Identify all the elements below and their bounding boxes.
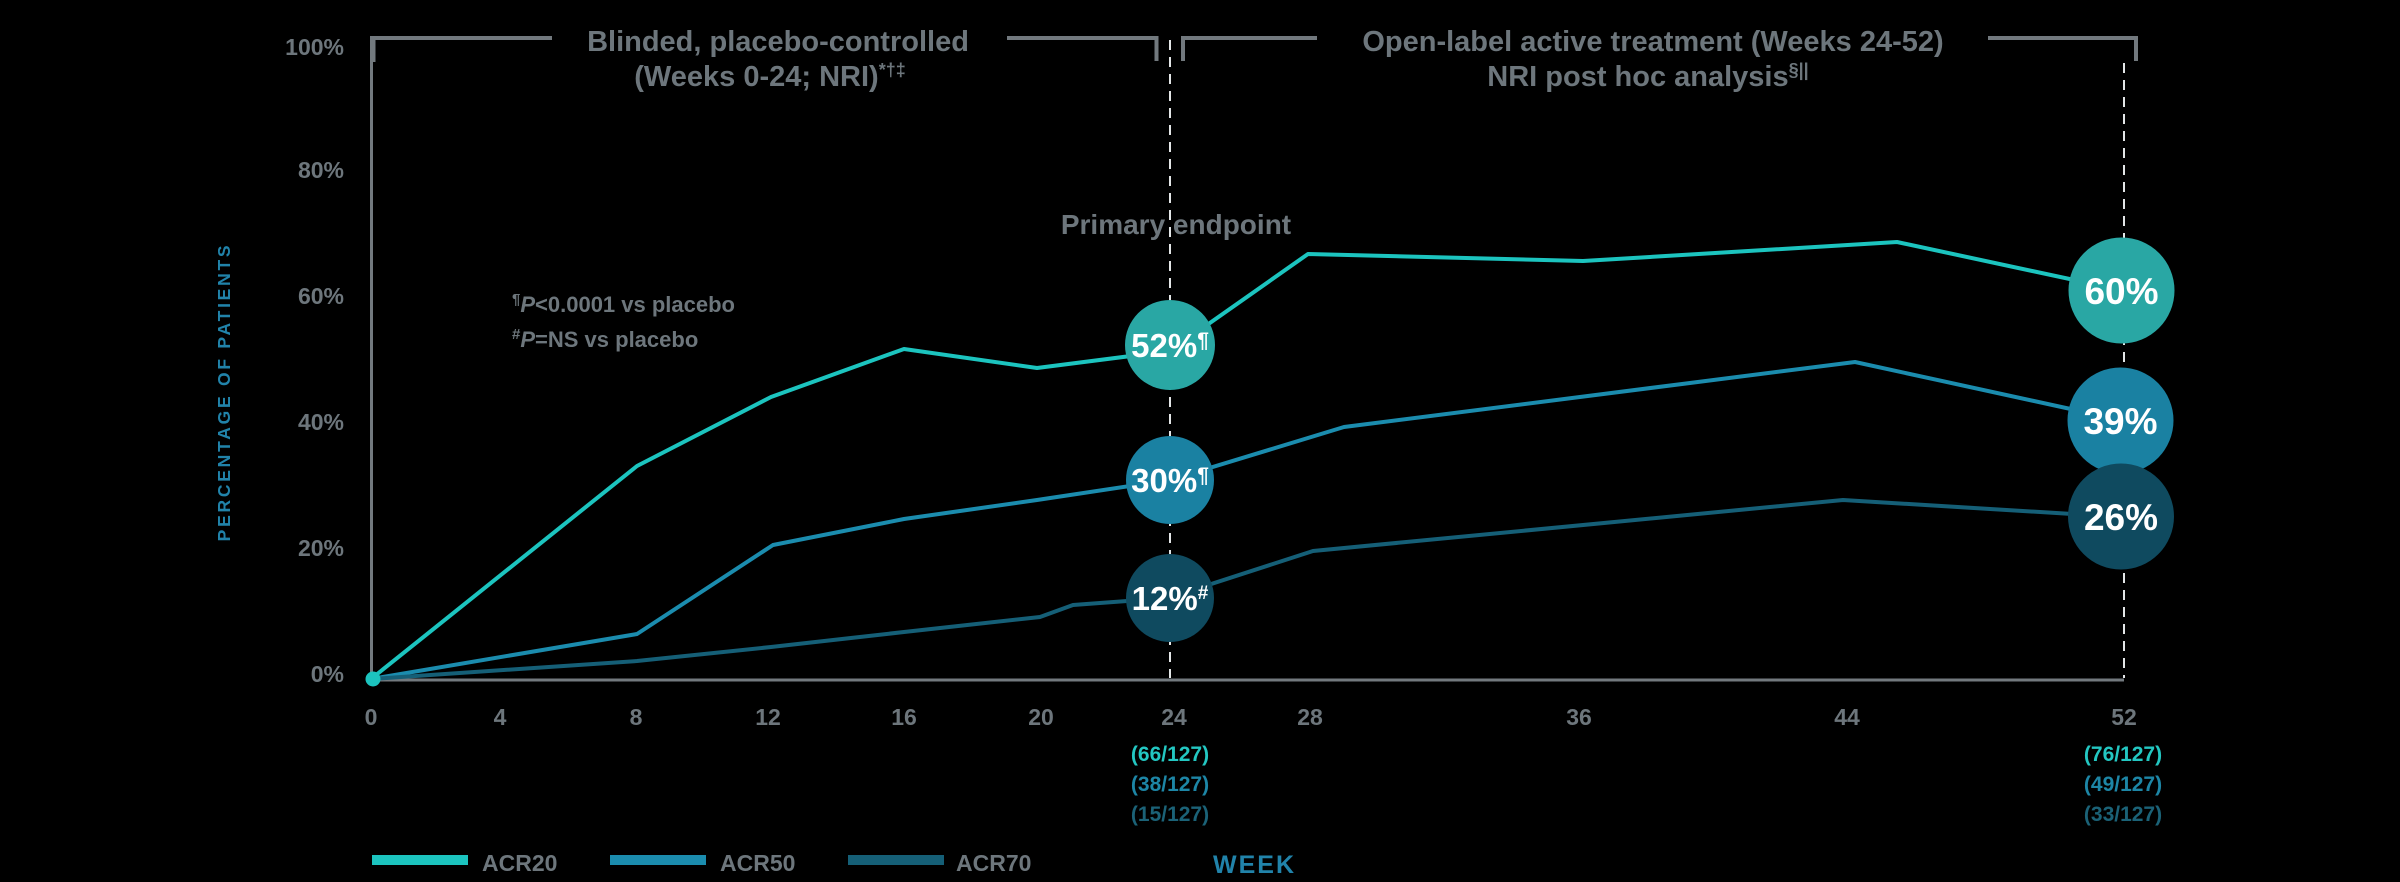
svg-text:20: 20 <box>1028 704 1054 730</box>
svg-text:(33/127): (33/127) <box>2084 803 2162 826</box>
svg-text:(38/127): (38/127) <box>1131 773 1209 796</box>
svg-text:52%¶: 52%¶ <box>1131 327 1209 364</box>
svg-text:100%: 100% <box>285 34 344 60</box>
svg-text:52: 52 <box>2111 704 2137 730</box>
svg-text:#P=NS vs placebo: #P=NS vs placebo <box>512 326 698 352</box>
svg-text:ACR70: ACR70 <box>956 850 1031 876</box>
svg-text:Primary endpoint: Primary endpoint <box>1061 209 1291 240</box>
svg-text:26%: 26% <box>2084 497 2158 538</box>
svg-text:¶P<0.0001 vs placebo: ¶P<0.0001 vs placebo <box>512 291 735 317</box>
svg-text:WEEK: WEEK <box>1213 851 1296 879</box>
svg-text:28: 28 <box>1297 704 1323 730</box>
svg-text:PERCENTAGE OF PATIENTS: PERCENTAGE OF PATIENTS <box>214 243 234 542</box>
svg-text:0: 0 <box>365 704 378 730</box>
svg-text:16: 16 <box>891 704 917 730</box>
svg-text:ACR20: ACR20 <box>482 850 557 876</box>
svg-text:0%: 0% <box>311 661 344 687</box>
svg-text:NRI post hoc analysis§||: NRI post hoc analysis§|| <box>1487 60 1808 93</box>
svg-text:4: 4 <box>494 704 507 730</box>
svg-text:60%: 60% <box>2084 271 2158 312</box>
svg-text:(15/127): (15/127) <box>1131 803 1209 826</box>
svg-text:30%¶: 30%¶ <box>1131 462 1209 499</box>
svg-text:ACR50: ACR50 <box>720 850 795 876</box>
svg-text:(49/127): (49/127) <box>2084 773 2162 796</box>
svg-text:40%: 40% <box>298 409 344 435</box>
svg-text:60%: 60% <box>298 283 344 309</box>
svg-text:Open-label active treatment (W: Open-label active treatment (Weeks 24-52… <box>1362 26 1943 58</box>
svg-text:(66/127): (66/127) <box>1131 743 1209 766</box>
svg-text:24: 24 <box>1161 704 1187 730</box>
svg-text:44: 44 <box>1834 704 1860 730</box>
svg-text:80%: 80% <box>298 157 344 183</box>
svg-text:36: 36 <box>1566 704 1592 730</box>
svg-text:39%: 39% <box>2083 401 2157 442</box>
svg-text:12%#: 12%# <box>1132 580 1209 617</box>
svg-text:Blinded, placebo-controlled: Blinded, placebo-controlled <box>587 26 969 58</box>
svg-text:(Weeks 0-24; NRI)*†‡: (Weeks 0-24; NRI)*†‡ <box>634 60 905 93</box>
svg-text:(76/127): (76/127) <box>2084 743 2162 766</box>
svg-text:20%: 20% <box>298 535 344 561</box>
svg-text:12: 12 <box>755 704 781 730</box>
svg-text:8: 8 <box>630 704 643 730</box>
